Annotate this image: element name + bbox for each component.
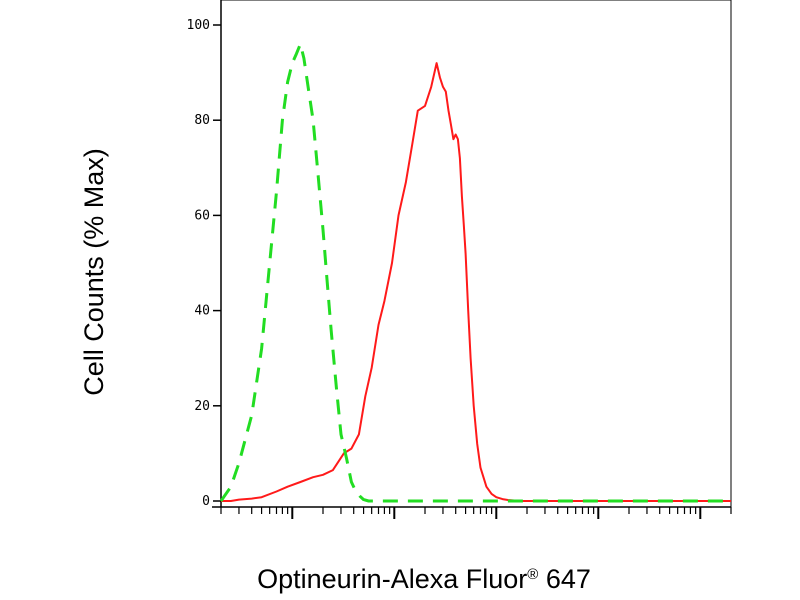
series-group (219, 42, 731, 503)
y-ticks: 0 20 40 60 80 100 (187, 18, 221, 509)
x-axis-label: Optineurin-Alexa Fluor® 647 (257, 564, 591, 594)
x-ticks (220, 507, 732, 519)
control-histogram-line (219, 42, 731, 503)
x-axis-label-mark: ® (527, 566, 538, 583)
y-tick-label: 0 (202, 494, 210, 509)
y-tick-label: 80 (194, 113, 210, 128)
sample-histogram-line (221, 62, 731, 502)
y-tick-label: 60 (194, 208, 210, 223)
x-axis-label-suffix: 647 (538, 564, 591, 594)
y-tick-label: 20 (194, 399, 210, 414)
y-tick-label: 40 (194, 304, 210, 319)
y-axis-label: Cell Counts (% Max) (79, 148, 109, 396)
y-tick-label: 100 (187, 18, 210, 33)
x-axis-label-main: Optineurin-Alexa Fluor (257, 564, 527, 594)
